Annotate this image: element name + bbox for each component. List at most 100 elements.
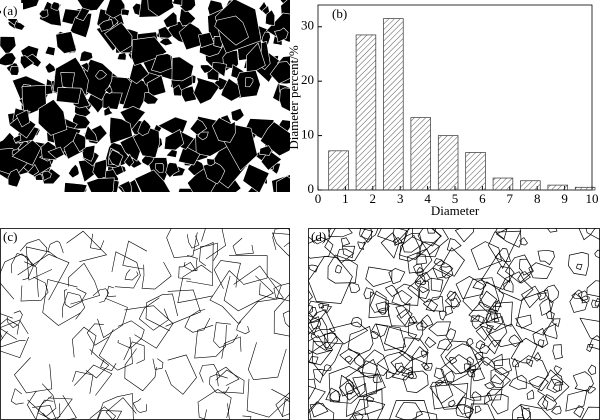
particle-outline xyxy=(466,368,476,378)
particle-outline xyxy=(223,275,274,312)
particle-outline xyxy=(311,340,344,377)
particle-outline xyxy=(526,358,534,368)
particle-outline xyxy=(487,339,502,355)
particle-outline xyxy=(308,314,320,336)
particle-outline xyxy=(416,252,428,266)
particle-outline xyxy=(490,373,504,388)
particle-outline xyxy=(577,290,588,302)
particle-outline xyxy=(213,260,241,289)
particle-outline xyxy=(520,403,553,420)
particle-outline xyxy=(308,228,331,245)
particle-outline xyxy=(336,248,355,264)
particle-outline xyxy=(324,364,332,372)
particle-outline xyxy=(479,343,491,354)
particle-outline xyxy=(412,228,442,247)
particle-outline xyxy=(423,362,433,371)
particle-outline xyxy=(417,228,449,256)
bar xyxy=(410,117,431,191)
particle xyxy=(103,106,114,117)
particle-outline xyxy=(470,360,512,399)
particle-outline xyxy=(19,238,48,267)
particle-outline xyxy=(594,249,600,259)
particle-outline xyxy=(308,385,326,414)
particle-outline xyxy=(186,234,200,249)
particle-outline xyxy=(338,379,361,401)
particle-outline xyxy=(542,394,558,411)
particle-outline xyxy=(486,324,495,334)
particle-outline xyxy=(98,329,133,371)
particle-outline xyxy=(441,265,454,279)
particle-outline xyxy=(552,344,563,360)
particle xyxy=(171,0,183,6)
particle-outline xyxy=(438,310,447,321)
particle-outline xyxy=(517,271,531,284)
particle-outline xyxy=(281,398,290,418)
particle xyxy=(108,149,124,167)
particle-outline xyxy=(308,289,313,302)
particle-outline xyxy=(480,252,515,290)
particle-outline xyxy=(528,262,553,279)
particle-outline xyxy=(480,356,493,366)
particle-outline xyxy=(365,266,393,287)
particle-outline xyxy=(426,228,437,234)
particle-outline xyxy=(377,228,411,244)
particle-outline xyxy=(66,230,108,262)
particle-outline xyxy=(275,392,290,417)
particle-outline xyxy=(435,379,467,410)
particle-outline xyxy=(463,363,472,372)
particle-outline xyxy=(414,280,422,288)
y-axis-label: Diameter percent/% xyxy=(286,45,301,149)
particle xyxy=(179,0,196,13)
particle-outline xyxy=(594,298,600,307)
particle-outline xyxy=(440,340,482,375)
particle xyxy=(242,163,270,192)
particle-outline xyxy=(117,320,145,349)
particle-outline xyxy=(86,323,109,346)
particle-outline xyxy=(272,228,290,250)
particle xyxy=(42,170,52,181)
particle xyxy=(50,1,60,11)
particle xyxy=(265,9,276,26)
particle-outline xyxy=(450,297,461,308)
particle xyxy=(47,146,65,160)
particle-outline xyxy=(186,242,214,286)
particle xyxy=(155,163,165,173)
particle-outline xyxy=(446,238,462,252)
bar xyxy=(355,34,377,191)
particle-outline xyxy=(470,241,503,271)
panel-label: (a) xyxy=(3,3,17,18)
particle-outline xyxy=(26,390,77,420)
panel-label: (c) xyxy=(3,229,17,244)
particle-outline xyxy=(352,374,378,398)
particle-outline xyxy=(471,391,482,401)
particle xyxy=(276,175,290,192)
particle-outline xyxy=(236,321,250,335)
particle-outline xyxy=(386,302,413,327)
particle-outline xyxy=(25,246,53,281)
particle-outline xyxy=(579,317,600,342)
particle xyxy=(95,69,108,80)
particle-outline xyxy=(124,348,157,392)
particle-outline xyxy=(221,336,242,359)
x-tick-label: 0 xyxy=(315,191,322,206)
particle-outline xyxy=(546,228,558,233)
particle-outline xyxy=(415,411,438,420)
particle-outline xyxy=(395,401,424,420)
particle-outline xyxy=(384,326,418,353)
bar xyxy=(437,135,459,191)
particle-outline xyxy=(92,288,109,303)
particle xyxy=(124,153,135,168)
particle-outline xyxy=(544,284,560,304)
particle-outline xyxy=(178,262,197,280)
particle-outline xyxy=(420,314,434,328)
particle xyxy=(55,31,77,54)
particle-outline xyxy=(213,322,239,349)
particle-outline xyxy=(449,356,458,365)
particle-outline xyxy=(444,291,462,310)
particle xyxy=(9,65,20,76)
particle-outline xyxy=(72,370,94,394)
particle-outline xyxy=(308,264,319,273)
particle-outline xyxy=(97,297,128,338)
x-tick-label: 9 xyxy=(561,191,568,206)
particle-outline xyxy=(468,301,492,324)
